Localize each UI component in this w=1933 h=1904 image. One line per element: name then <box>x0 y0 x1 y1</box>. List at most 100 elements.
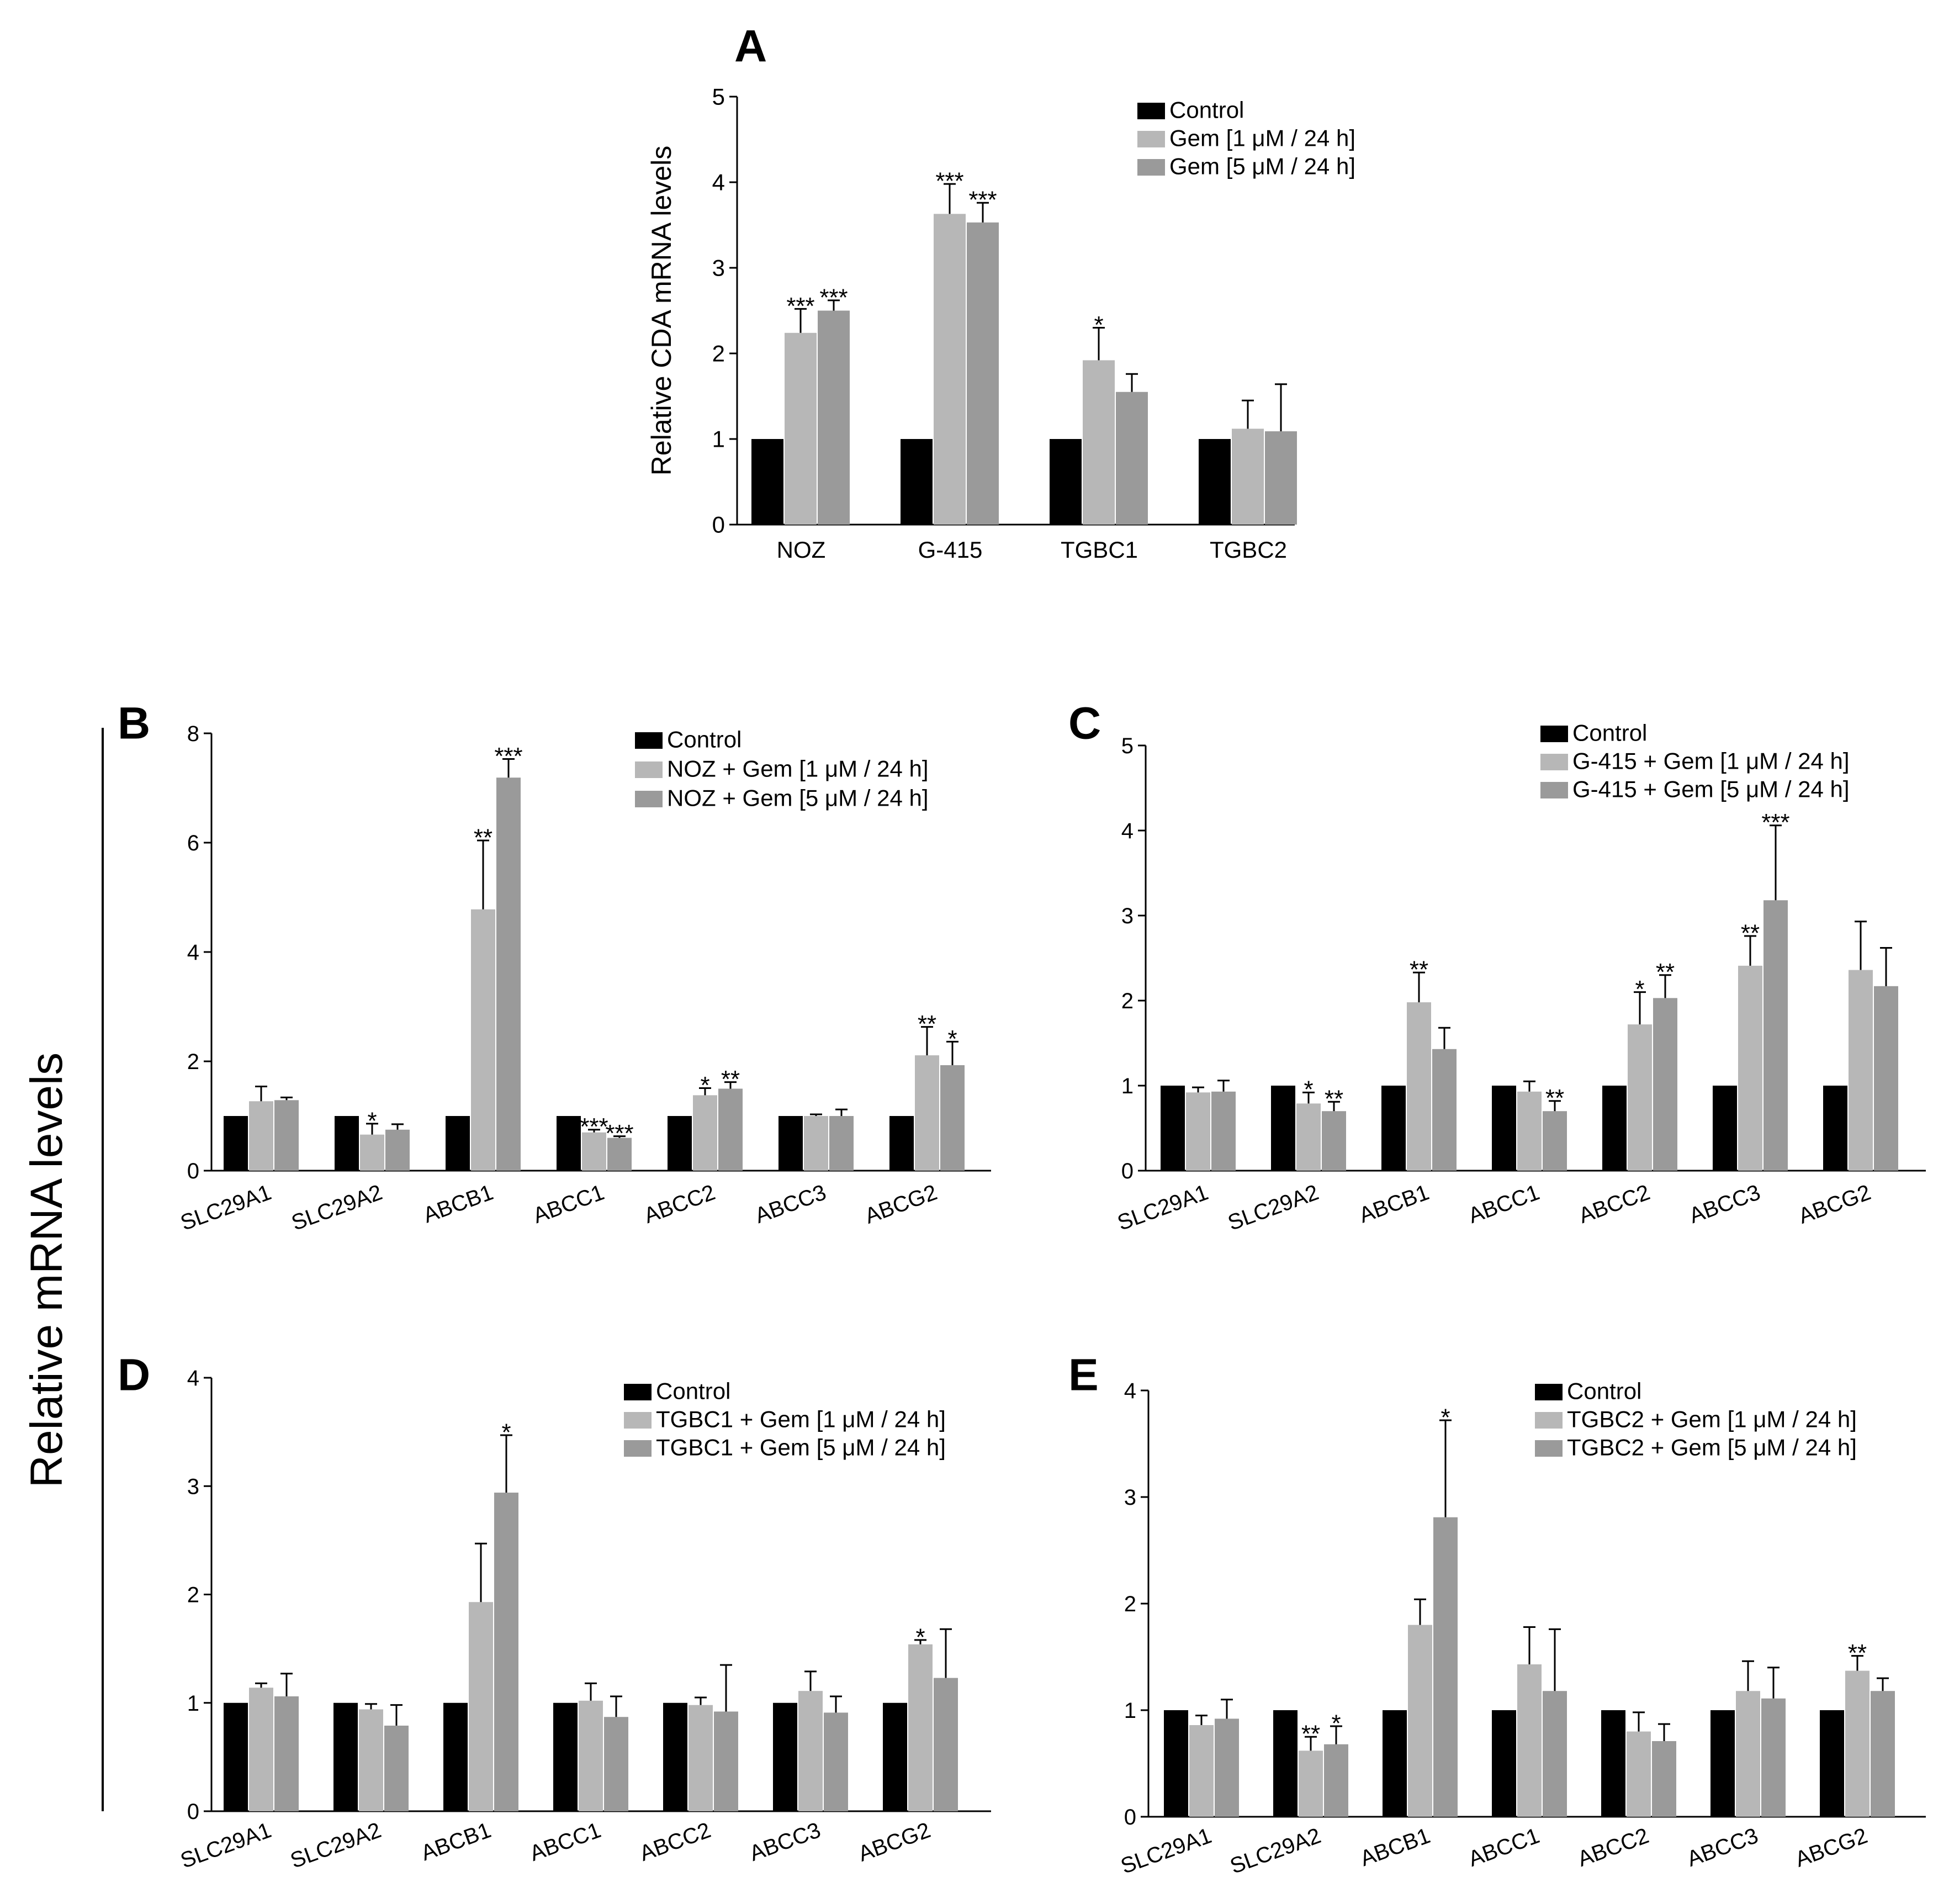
panel-e-category-label: ABCB1 <box>1357 1823 1433 1871</box>
panel-b-significance: *** <box>580 1113 608 1140</box>
panel-c-category-label: ABCG2 <box>1796 1180 1874 1229</box>
panel-d-legend-label: TGBC1 + Gem [5 μM / 24 h] <box>656 1435 946 1461</box>
panel-d-significance: * <box>915 1623 925 1651</box>
panel-c-bar <box>1738 965 1762 1171</box>
panel-e-category-label: ABCC2 <box>1575 1823 1652 1871</box>
panel-c-legend-swatch <box>1540 754 1568 770</box>
panel-c-category-label: ABCC2 <box>1576 1180 1653 1228</box>
panel-d-ytick-label: 0 <box>187 1800 199 1824</box>
panel-e-legend-label: Control <box>1567 1378 1641 1404</box>
panel-a-bar <box>1050 439 1082 525</box>
panel-e-category-label: SLC29A2 <box>1227 1823 1324 1879</box>
panel-c-bar <box>1653 998 1677 1171</box>
panel-b-significance: ** <box>918 1011 936 1038</box>
panel-e-bar <box>1543 1691 1567 1817</box>
panel-c-ytick-label: 0 <box>1121 1159 1134 1183</box>
shared-ylabel: Relative mRNA levels <box>22 1053 72 1488</box>
panel-d-bar <box>908 1644 933 1811</box>
panel-e-ytick-label: 2 <box>1124 1592 1136 1616</box>
panel-c-letter: C <box>1068 699 1101 749</box>
panel-b-ytick-label: 6 <box>187 831 199 855</box>
panel-e-bar <box>1273 1710 1298 1817</box>
panel-b-ytick-label: 8 <box>187 722 199 746</box>
panel-e-category-label: ABCC1 <box>1465 1823 1543 1871</box>
panel-c-bar <box>1381 1086 1406 1171</box>
panel-b-legend-label: NOZ + Gem [1 μM / 24 h] <box>667 756 929 782</box>
panel-b-ytick-label: 0 <box>187 1159 199 1183</box>
panel-a-bar <box>934 214 966 525</box>
panel-c-bar <box>1492 1086 1516 1171</box>
panel-c-bar <box>1517 1091 1542 1171</box>
panel-d-bar <box>274 1696 299 1811</box>
panel-c-bar <box>1713 1086 1737 1171</box>
panel-a-ytick-label: 2 <box>712 341 725 367</box>
panel-a-bar <box>901 439 933 525</box>
panel-e-ytick-label: 3 <box>1124 1485 1136 1510</box>
panel-c-significance: * <box>1635 976 1644 1003</box>
panel-c-bar <box>1849 970 1873 1171</box>
panel-e-bar <box>1189 1725 1214 1817</box>
panel-c-ytick-label: 3 <box>1121 904 1134 928</box>
panel-d-bar <box>604 1717 628 1811</box>
panel-c-bar <box>1823 1086 1847 1171</box>
panel-e-bar <box>1215 1718 1239 1817</box>
panel-b-bar <box>557 1116 581 1171</box>
panel-c-ytick-label: 2 <box>1121 989 1134 1013</box>
panel-e-bar <box>1299 1750 1323 1817</box>
panel-d-legend-swatch <box>624 1412 652 1429</box>
panel-c-bar <box>1602 1086 1627 1171</box>
panel-c-ytick-label: 4 <box>1121 819 1134 843</box>
panel-b-category-label: ABCC3 <box>752 1180 829 1228</box>
panel-c-legend-label: G-415 + Gem [1 μM / 24 h] <box>1572 748 1850 774</box>
panel-c-significance: ** <box>1656 959 1675 986</box>
panel-b-legend-swatch <box>635 761 663 778</box>
panel-c-bar <box>1271 1086 1295 1171</box>
panel-d-bar <box>883 1702 907 1811</box>
panel-e-category-label: ABCC3 <box>1684 1823 1761 1871</box>
panel-e-bar <box>1601 1710 1625 1817</box>
panel-c-bar <box>1407 1002 1431 1171</box>
panel-e-bar <box>1433 1517 1458 1817</box>
panel-e-bar <box>1383 1710 1407 1817</box>
panel-b-significance: * <box>367 1107 377 1134</box>
panel-b-category-label: ABCC1 <box>530 1180 607 1228</box>
panel-a-legend-label: Gem [1 μM / 24 h] <box>1169 125 1355 151</box>
panel-a-ytick-label: 5 <box>712 84 725 110</box>
panel-e-significance: ** <box>1301 1721 1320 1748</box>
panel-d-bar <box>934 1678 958 1811</box>
panel-a-legend-swatch <box>1137 159 1165 176</box>
panel-b-significance: * <box>700 1072 709 1099</box>
panel-b-category-label: SLC29A1 <box>177 1180 274 1235</box>
panel-b-bar <box>607 1138 632 1171</box>
panel-d-bar <box>224 1702 248 1811</box>
panel-e-bar <box>1492 1710 1516 1817</box>
panel-a-significance: * <box>1094 311 1103 339</box>
panel-d-category-label: SLC29A1 <box>177 1818 274 1873</box>
panel-c-bar <box>1432 1049 1457 1171</box>
panel-a-legend-label: Control <box>1169 97 1244 123</box>
panel-c-bar <box>1543 1111 1567 1171</box>
panel-b-bar <box>718 1088 743 1171</box>
panel-a-bar <box>785 332 817 525</box>
panel-a-ytick-label: 4 <box>712 170 725 195</box>
panel-e-significance: * <box>1331 1710 1341 1737</box>
panel-c-legend-swatch <box>1540 726 1568 742</box>
panel-a-category-label: G-415 <box>918 537 983 563</box>
panel-e-bar <box>1761 1698 1786 1817</box>
panel-a-ylabel: Relative CDA mRNA levels <box>646 146 677 475</box>
panel-a-legend-swatch <box>1137 103 1165 119</box>
panel-b-bar <box>335 1116 359 1171</box>
panel-b-bar <box>224 1116 248 1171</box>
panel-d-category-label: ABCB1 <box>418 1818 494 1865</box>
panel-d-bar <box>663 1702 687 1811</box>
panel-b-category-label: SLC29A2 <box>288 1180 385 1235</box>
panel-a-significance: *** <box>786 293 814 320</box>
panel-c-bar <box>1161 1086 1185 1171</box>
panel-b-bar <box>915 1055 939 1171</box>
panel-b-significance: ** <box>474 824 492 851</box>
panel-c-bar <box>1763 900 1788 1171</box>
panel-d-bar <box>824 1712 848 1811</box>
panel-b-significance: ** <box>721 1066 740 1093</box>
panel-e-significance: ** <box>1848 1639 1867 1667</box>
